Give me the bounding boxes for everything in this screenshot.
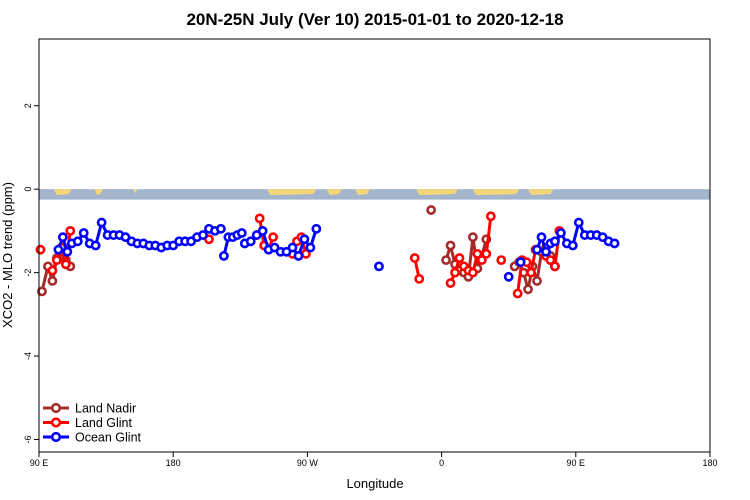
map-land-mass xyxy=(53,189,72,196)
data-point xyxy=(374,261,384,272)
data-point xyxy=(257,225,268,236)
legend-label: Ocean Glint xyxy=(75,431,142,445)
data-point xyxy=(305,242,316,253)
data-point xyxy=(573,217,584,228)
y-tick-label: -6 xyxy=(23,435,33,443)
data-point xyxy=(450,267,460,278)
x-axis: 90 E 180 90 W 0 90 E 180 xyxy=(30,452,718,468)
x-tick-label: 0 xyxy=(439,458,444,468)
y-axis: 2 0 -2 -4 -6 xyxy=(23,103,39,443)
data-point xyxy=(526,267,536,278)
data-point xyxy=(268,232,279,243)
data-point xyxy=(523,284,533,295)
y-tick-label: -4 xyxy=(23,352,33,360)
plot-frame xyxy=(38,38,711,453)
data-point xyxy=(445,240,456,251)
map-land-mass xyxy=(355,189,371,196)
data-point xyxy=(198,230,208,240)
map-land-mass xyxy=(267,189,317,196)
data-point xyxy=(287,242,298,253)
data-point xyxy=(254,213,265,224)
data-point xyxy=(485,211,496,222)
data-point xyxy=(311,223,322,234)
x-tick-label: 90 E xyxy=(30,458,49,468)
data-point xyxy=(47,265,58,276)
x-tick-label: 90 W xyxy=(297,458,319,468)
data-point xyxy=(567,240,578,251)
data-point xyxy=(445,278,456,288)
data-point xyxy=(550,261,560,272)
x-tick-label: 90 E xyxy=(567,458,586,468)
data-point xyxy=(51,255,62,266)
chart-title: 20N-25N July (Ver 10) 2015-01-01 to 2020… xyxy=(186,10,563,29)
data-point xyxy=(609,238,620,249)
legend-marker xyxy=(50,417,62,428)
legend-marker xyxy=(50,402,62,414)
data-point xyxy=(481,248,492,259)
data-point xyxy=(409,253,420,263)
data-point xyxy=(35,244,46,255)
data-point xyxy=(245,236,256,247)
data-point xyxy=(476,255,487,266)
series-land-glint xyxy=(35,211,565,299)
map-land-mass xyxy=(132,189,138,196)
map-ocean-band xyxy=(39,189,710,200)
map-land-mass xyxy=(94,189,104,196)
data-point xyxy=(545,255,556,266)
data-point xyxy=(536,232,547,243)
data-point xyxy=(57,232,68,243)
y-tick-label: 0 xyxy=(23,187,33,192)
data-point xyxy=(541,246,551,257)
data-point xyxy=(532,244,542,255)
data-point xyxy=(468,267,478,278)
map-land-mass xyxy=(528,189,554,196)
data-point xyxy=(47,276,58,286)
map-land-mass xyxy=(326,189,342,196)
data-point xyxy=(72,236,83,247)
data-point xyxy=(299,234,310,245)
data-point xyxy=(532,276,542,286)
data-point xyxy=(414,273,425,284)
data-point xyxy=(503,271,514,282)
data-point xyxy=(218,251,229,261)
y-tick-label: 2 xyxy=(23,103,33,108)
data-point xyxy=(472,248,483,259)
data-point xyxy=(293,251,304,261)
data-point xyxy=(53,244,64,255)
data-point xyxy=(65,225,76,236)
data-point xyxy=(78,228,89,238)
map-land-mass xyxy=(472,189,520,196)
data-point xyxy=(550,236,560,247)
legend-marker xyxy=(50,431,62,443)
data-point xyxy=(426,205,437,215)
map-land-mass xyxy=(416,189,459,196)
data-point xyxy=(216,223,226,234)
data-point xyxy=(60,259,71,270)
x-axis-label: Longitude xyxy=(346,476,403,491)
data-point xyxy=(512,288,523,299)
data-point xyxy=(96,217,107,228)
data-point xyxy=(37,286,47,297)
data-point xyxy=(555,228,566,238)
y-axis-label: XCO2 - MLO trend (ppm) xyxy=(0,182,15,328)
y-tick-label: -2 xyxy=(23,269,33,277)
data-point xyxy=(90,240,101,251)
legend-label: Land Nadir xyxy=(75,402,136,416)
data-point xyxy=(62,246,73,257)
x-tick-label: 180 xyxy=(702,458,717,468)
series-layer xyxy=(35,205,620,299)
data-point xyxy=(515,257,526,268)
data-point xyxy=(236,228,247,238)
data-point xyxy=(468,232,478,243)
data-point xyxy=(496,255,507,266)
legend-label: Land Glint xyxy=(75,416,133,430)
series-ocean-glint xyxy=(53,217,620,282)
data-point xyxy=(441,255,451,266)
x-tick-label: 180 xyxy=(166,458,181,468)
map-strip xyxy=(39,189,710,200)
data-point xyxy=(454,253,465,263)
